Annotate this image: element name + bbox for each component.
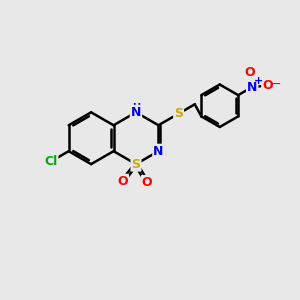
Text: N: N [131, 106, 141, 119]
Text: S: S [131, 158, 140, 171]
Text: O: O [244, 66, 254, 80]
Text: O: O [262, 79, 273, 92]
Text: N: N [247, 80, 257, 94]
Text: O: O [142, 176, 152, 189]
Text: N: N [153, 145, 164, 158]
Text: +: + [254, 76, 263, 85]
Text: O: O [117, 175, 128, 188]
Text: −: − [271, 78, 282, 91]
Text: H: H [132, 103, 140, 113]
Text: Cl: Cl [44, 155, 57, 168]
Text: S: S [174, 107, 183, 120]
